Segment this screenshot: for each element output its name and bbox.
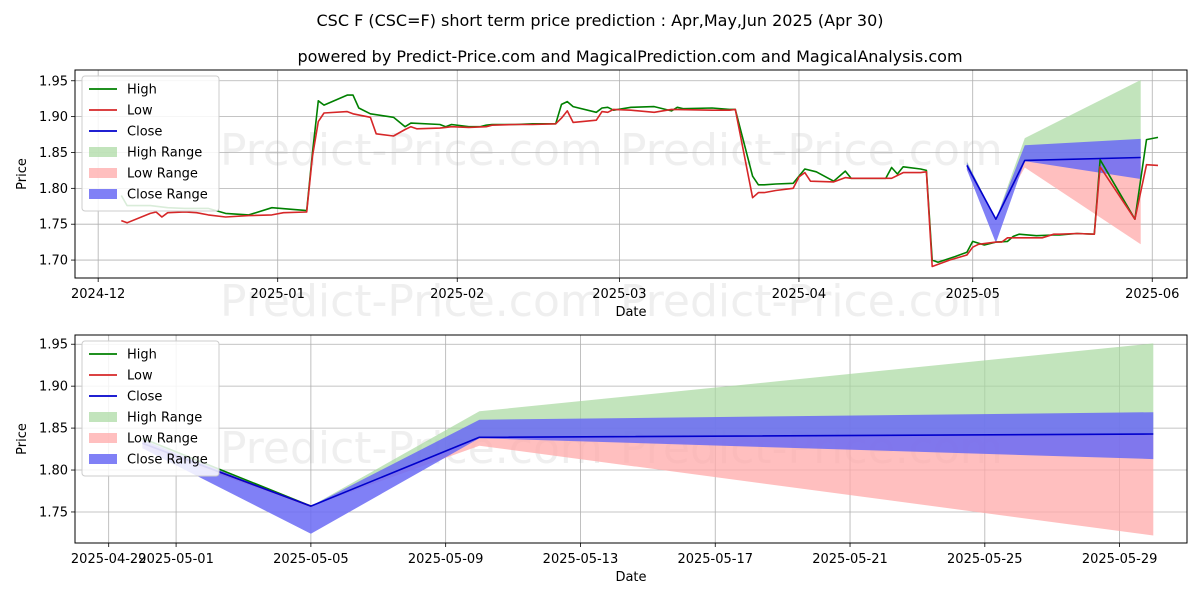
x-tick-label: 2025-05-05 — [273, 552, 349, 567]
legend-swatch-low-range — [89, 433, 117, 443]
x-axis-label: Date — [615, 570, 646, 585]
x-tick-label: 2025-06 — [1125, 287, 1179, 302]
legend-label: Close — [127, 125, 162, 140]
x-tick-label: 2024-12 — [71, 287, 125, 302]
x-tick-label: 2025-04-29 — [71, 552, 147, 567]
legend-label: High Range — [127, 146, 202, 161]
legend-swatch-close-range — [89, 189, 117, 199]
legend-swatch-high-range — [89, 147, 117, 157]
legend-swatch-low-range — [89, 168, 117, 178]
legend-label: High — [127, 348, 157, 363]
legend-label: Close Range — [127, 188, 208, 203]
x-tick-label: 2025-05-09 — [408, 552, 484, 567]
legend: High Low Close High Range Low Range Close Ran… — [81, 75, 220, 212]
legend-swatch-close-range — [89, 454, 117, 464]
x-tick-label: 2025-05-01 — [138, 552, 214, 567]
watermark: Predict-Price.com — [220, 125, 603, 176]
y-tick-label: 1.70 — [39, 254, 68, 269]
legend-label: High Range — [127, 411, 202, 426]
y-tick-label: 1.85 — [39, 422, 68, 437]
main-price-panel: Predict-Price.com Predict-Price.com Predic… — [15, 69, 1188, 327]
y-axis-label: Price — [15, 423, 30, 455]
watermark: Predict-Price.com — [220, 276, 603, 327]
x-tick-label: 2025-05-29 — [1082, 552, 1158, 567]
close-range-band — [142, 412, 1154, 534]
legend-label: Low Range — [127, 167, 198, 182]
x-tick-label: 2025-05-17 — [677, 552, 753, 567]
x-tick-label: 2025-03 — [592, 287, 646, 302]
y-tick-label: 1.95 — [39, 74, 68, 89]
low-series-line — [121, 108, 1159, 268]
y-tick-label: 1.85 — [39, 146, 68, 161]
watermark: Predict-Price.com — [620, 276, 1003, 327]
watermark: Predict-Price.com — [620, 125, 1003, 176]
y-tick-label: 1.75 — [39, 218, 68, 233]
close-series-line — [966, 156, 1141, 220]
legend: High Low Close High Range Low Range Close Ran… — [81, 340, 220, 477]
y-tick-label: 1.75 — [39, 505, 68, 520]
y-tick-label: 1.90 — [39, 380, 68, 395]
x-tick-label: 2025-04 — [772, 287, 826, 302]
forecast-zoom-panel: Predict-Price.comPredict-Price.com2025-0… — [15, 334, 1188, 585]
chart-title: CSC F (CSC=F) short term price predictio… — [316, 11, 883, 30]
close-range-band — [966, 138, 1141, 243]
x-tick-label: 2025-01 — [251, 287, 305, 302]
legend-label: Close Range — [127, 453, 208, 468]
x-tick-label: 2025-05 — [946, 287, 1000, 302]
plot-frame — [74, 334, 1188, 544]
y-tick-label: 1.95 — [39, 338, 68, 353]
y-tick-label: 1.80 — [39, 182, 68, 197]
chart-subtitle: powered by Predict-Price.com and Magical… — [297, 47, 962, 66]
legend-label: High — [127, 83, 157, 98]
low-range-band — [142, 434, 1154, 536]
legend-label: Close — [127, 390, 162, 405]
x-tick-label: 2025-05-25 — [947, 552, 1023, 567]
legend-label: Low — [127, 369, 153, 384]
legend-swatch-high-range — [89, 412, 117, 422]
plot-frame — [74, 69, 1188, 279]
close-series-line — [142, 433, 1154, 507]
legend-label: Low Range — [127, 432, 198, 447]
x-tick-label: 2025-05-21 — [812, 552, 888, 567]
legend-label: Low — [127, 104, 153, 119]
x-tick-label: 2025-05-13 — [543, 552, 619, 567]
x-axis-label: Date — [615, 305, 646, 320]
y-tick-label: 1.90 — [39, 110, 68, 125]
x-tick-label: 2025-02 — [430, 287, 484, 302]
y-tick-label: 1.80 — [39, 464, 68, 479]
plot-area — [75, 70, 1187, 278]
y-axis-label: Price — [15, 158, 30, 190]
low-range-band — [966, 157, 1141, 245]
